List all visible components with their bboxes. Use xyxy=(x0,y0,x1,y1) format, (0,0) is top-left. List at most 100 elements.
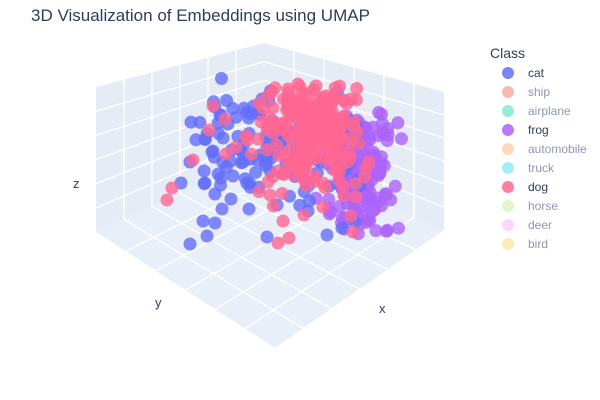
dog-point[interactable] xyxy=(321,125,335,139)
dog-point[interactable] xyxy=(297,111,311,125)
dog-point[interactable] xyxy=(276,214,290,228)
cat-point[interactable] xyxy=(238,172,252,186)
cat-point[interactable] xyxy=(226,169,240,183)
dog-point[interactable] xyxy=(337,152,351,166)
frog-point[interactable] xyxy=(369,224,383,238)
frog-point[interactable] xyxy=(372,106,386,119)
dog-point[interactable] xyxy=(271,236,285,250)
cat-point[interactable] xyxy=(198,176,212,190)
dog-point[interactable] xyxy=(316,200,330,214)
cat-point[interactable] xyxy=(214,171,228,185)
dog-point[interactable] xyxy=(261,89,275,103)
dog-point[interactable] xyxy=(349,93,363,107)
legend-item-airplane[interactable]: airplane xyxy=(502,104,571,118)
dog-point[interactable] xyxy=(347,115,361,129)
dog-point[interactable] xyxy=(186,153,200,167)
dog-point[interactable] xyxy=(266,199,280,213)
dog-point[interactable] xyxy=(316,176,330,190)
dog-point[interactable] xyxy=(299,100,313,114)
dog-point[interactable] xyxy=(296,169,310,183)
dog-point[interactable] xyxy=(261,175,275,189)
dog-point[interactable] xyxy=(218,112,232,126)
cat-point[interactable] xyxy=(249,165,263,179)
legend-item-horse[interactable]: horse xyxy=(502,199,558,213)
dog-point[interactable] xyxy=(359,161,373,175)
frog-point[interactable] xyxy=(392,221,405,235)
cat-point[interactable] xyxy=(215,72,228,85)
cat-point[interactable] xyxy=(226,101,240,115)
cat-point[interactable] xyxy=(240,105,254,119)
cat-point[interactable] xyxy=(183,237,197,251)
dog-point[interactable] xyxy=(275,186,289,200)
dog-point[interactable] xyxy=(328,162,342,175)
dog-point[interactable] xyxy=(256,101,270,115)
cat-point[interactable] xyxy=(193,115,207,129)
dog-point[interactable] xyxy=(229,140,243,154)
cat-point[interactable] xyxy=(216,131,230,145)
dog-point[interactable] xyxy=(291,77,305,91)
dog-point[interactable] xyxy=(252,185,266,199)
frog-point[interactable] xyxy=(391,116,405,130)
dog-point[interactable] xyxy=(281,128,295,142)
legend-item-truck[interactable]: truck xyxy=(502,161,555,175)
cat-point[interactable] xyxy=(236,155,250,169)
dog-point[interactable] xyxy=(202,123,216,137)
dog-point[interactable] xyxy=(241,133,255,147)
dog-point[interactable] xyxy=(352,137,366,150)
frog-point[interactable] xyxy=(362,130,376,144)
frog-point[interactable] xyxy=(372,169,386,182)
legend-item-cat[interactable]: cat xyxy=(502,66,545,80)
cat-point[interactable] xyxy=(302,194,316,208)
cat-point[interactable] xyxy=(208,216,222,230)
cat-point[interactable] xyxy=(189,133,203,147)
dog-point[interactable] xyxy=(304,147,318,161)
dog-point[interactable] xyxy=(309,79,323,93)
cat-point[interactable] xyxy=(197,164,211,178)
legend-item-bird[interactable]: bird xyxy=(502,237,548,251)
dog-point[interactable] xyxy=(331,121,345,135)
dog-point[interactable] xyxy=(206,99,220,113)
dog-point[interactable] xyxy=(293,130,307,144)
legend-item-ship[interactable]: ship xyxy=(502,85,550,99)
dog-point[interactable] xyxy=(266,101,280,115)
legend-item-deer[interactable]: deer xyxy=(502,218,552,232)
dog-point[interactable] xyxy=(244,147,258,161)
dog-point[interactable] xyxy=(344,209,358,223)
dog-point[interactable] xyxy=(263,188,277,202)
frog-point[interactable] xyxy=(380,188,394,202)
cat-point[interactable] xyxy=(242,202,256,216)
frog-point[interactable] xyxy=(376,127,390,141)
dog-point[interactable] xyxy=(283,156,297,170)
cat-point[interactable] xyxy=(200,229,214,243)
dog-point[interactable] xyxy=(346,225,360,239)
dog-point[interactable] xyxy=(251,132,265,146)
dog-point[interactable] xyxy=(350,82,364,95)
dog-point[interactable] xyxy=(219,147,233,161)
dog-point[interactable] xyxy=(270,138,284,152)
dog-point[interactable] xyxy=(349,190,363,204)
dog-point[interactable] xyxy=(337,189,351,203)
dog-point[interactable] xyxy=(349,177,363,190)
dog-point[interactable] xyxy=(260,143,274,157)
dog-point[interactable] xyxy=(266,126,280,140)
dog-point[interactable] xyxy=(333,79,347,93)
dog-point[interactable] xyxy=(319,89,333,103)
legend-item-frog[interactable]: frog xyxy=(502,123,549,137)
dog-point[interactable] xyxy=(275,167,289,181)
cat-point[interactable] xyxy=(224,192,238,206)
cat-point[interactable] xyxy=(215,202,229,216)
dog-point[interactable] xyxy=(297,208,311,222)
legend-item-automobile[interactable]: automobile xyxy=(502,142,587,156)
cat-point[interactable] xyxy=(260,230,274,244)
dog-point[interactable] xyxy=(165,181,179,195)
dog-point[interactable] xyxy=(276,118,290,132)
dog-point[interactable] xyxy=(321,110,335,124)
dog-point[interactable] xyxy=(282,231,296,245)
frog-point[interactable] xyxy=(388,179,402,193)
dog-point[interactable] xyxy=(160,193,174,207)
cat-point[interactable] xyxy=(205,145,219,159)
frog-point[interactable] xyxy=(380,223,394,237)
cat-point[interactable] xyxy=(335,221,349,235)
cat-point[interactable] xyxy=(196,214,210,228)
